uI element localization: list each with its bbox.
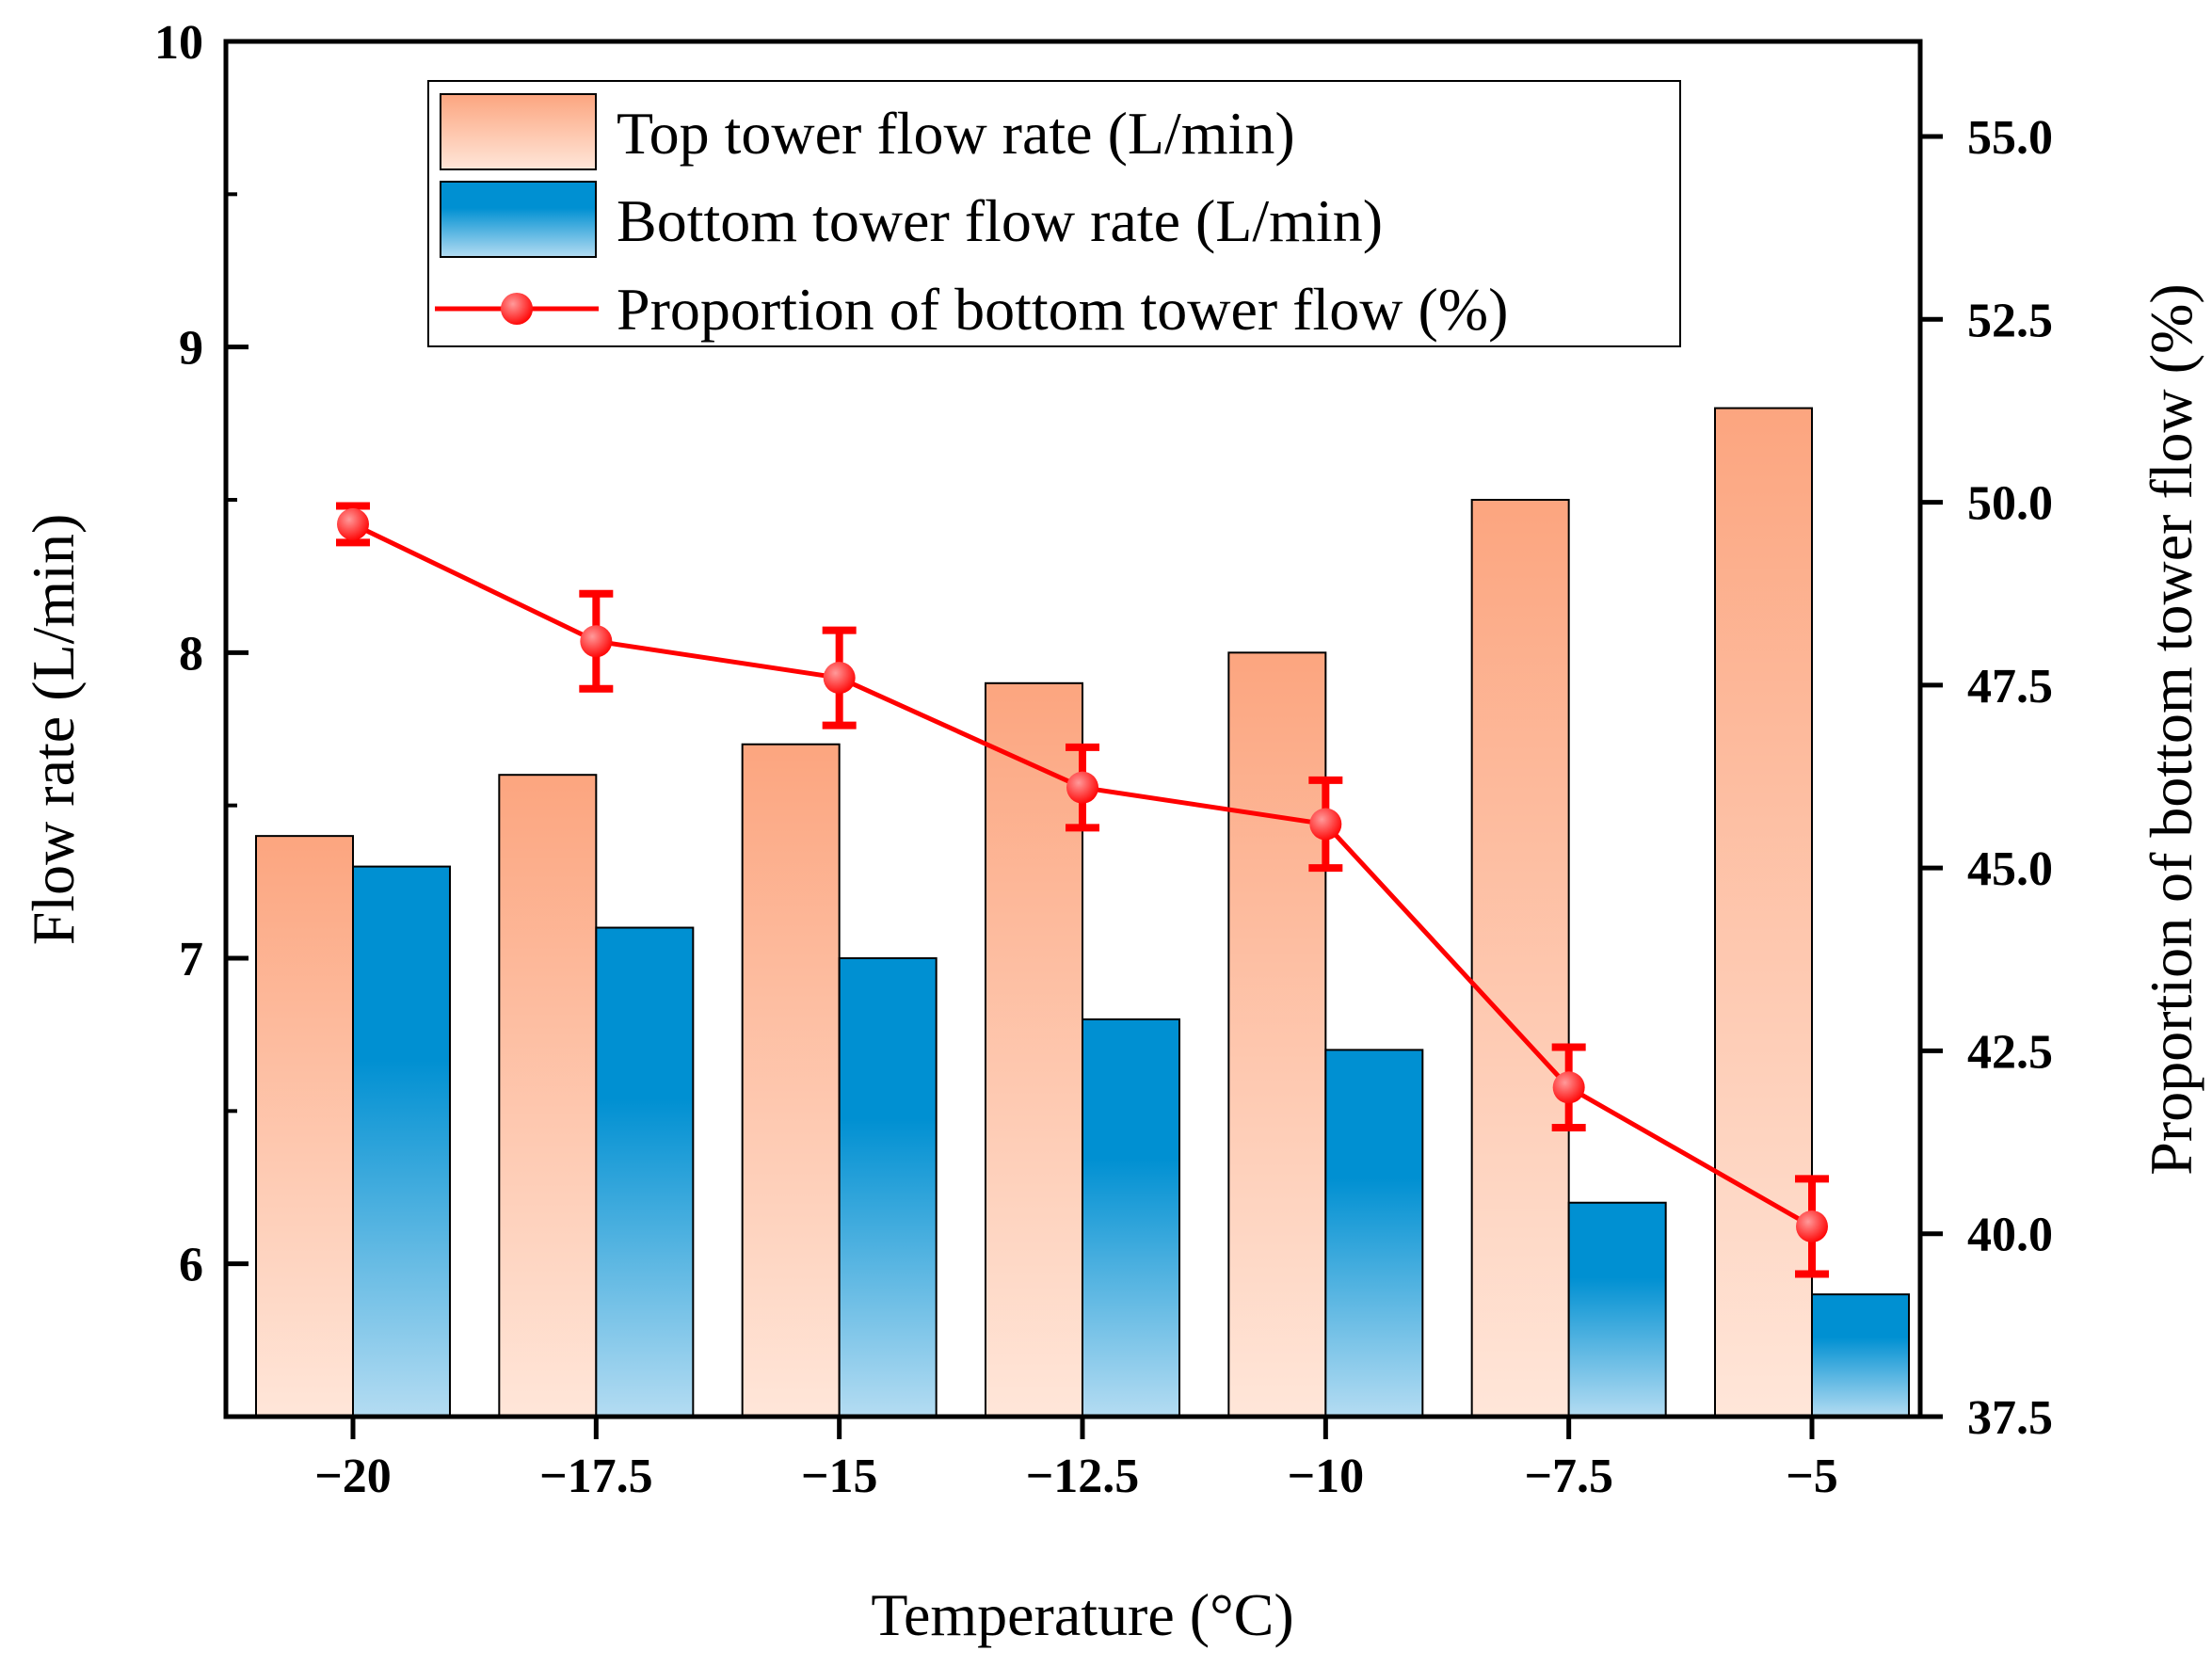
- left-tick-label: 8: [179, 627, 203, 681]
- right-tick-label: 40.0: [1967, 1209, 2053, 1262]
- left-y-axis: 6 7 8 9 10: [154, 16, 248, 1419]
- proportion-point: [337, 507, 369, 540]
- legend: Top tower flow rate (L/min) Bottom tower…: [427, 80, 1681, 347]
- right-tick-label: 50.0: [1967, 477, 2053, 531]
- legend-label-top-tower: Top tower flow rate (L/min): [617, 100, 1295, 167]
- right-tick-label: 37.5: [1967, 1391, 2053, 1445]
- x-tick-label: −17.5: [539, 1450, 653, 1503]
- proportion-point: [1796, 1210, 1828, 1242]
- bar-top-tower: [1470, 499, 1570, 1418]
- bar-bottom-tower: [595, 926, 695, 1418]
- y-axis-title: Flow rate (L/min): [20, 514, 87, 946]
- bar-top-tower: [1227, 651, 1327, 1418]
- bar-bottom-tower: [1082, 1018, 1180, 1419]
- proportion-line-layer: [336, 502, 1829, 1278]
- right-y-axis: 37.5 40.0 42.5 45.0 47.5 50.0 52.5 55.0: [1920, 111, 2053, 1445]
- proportion-point: [1066, 771, 1098, 804]
- plot-frame: [223, 39, 1923, 1419]
- right-tick-label: 47.5: [1967, 660, 2053, 713]
- bar-bottom-tower: [1324, 1049, 1424, 1419]
- bars-layer: [255, 407, 1910, 1419]
- legend-swatch-bottom-tower: [440, 181, 597, 258]
- bar-top-tower: [255, 835, 354, 1418]
- proportion-point: [580, 625, 613, 658]
- x-tick-label: −10: [1288, 1450, 1365, 1503]
- left-tick-label: 6: [179, 1239, 203, 1292]
- bar-top-tower: [498, 774, 598, 1418]
- proportion-point: [823, 662, 856, 695]
- x-axis: −20 −17.5 −15 −12.5 −10 −7.5 −5: [314, 1417, 1838, 1503]
- legend-marker-proportion: [501, 293, 533, 325]
- legend-label-proportion: Proportion of bottom tower flow (%): [617, 276, 1508, 343]
- legend-box: [427, 80, 1681, 347]
- proportion-point: [1309, 808, 1342, 841]
- x-tick-label: −7.5: [1524, 1450, 1613, 1503]
- bar-top-tower: [985, 681, 1083, 1418]
- x-tick-label: −20: [314, 1450, 392, 1503]
- bar-bottom-tower: [1811, 1293, 1910, 1418]
- y2-axis-title: Proportion of bottom tower flow (%): [2138, 283, 2204, 1175]
- bar-bottom-tower: [1567, 1201, 1667, 1418]
- legend-swatch-top-tower: [440, 93, 597, 170]
- x-tick-label: −12.5: [1026, 1450, 1140, 1503]
- x-tick-label: −15: [801, 1450, 878, 1503]
- proportion-point: [1552, 1071, 1585, 1104]
- right-tick-label: 45.0: [1967, 842, 2053, 896]
- x-tick-label: −5: [1786, 1450, 1838, 1503]
- x-axis-title: Temperature (°C): [871, 1581, 1293, 1648]
- left-tick-label: 10: [154, 16, 203, 70]
- left-tick-label: 9: [179, 322, 203, 376]
- bar-bottom-tower: [838, 957, 938, 1418]
- legend-label-bottom-tower: Bottom tower flow rate (L/min): [617, 187, 1383, 254]
- left-tick-label: 7: [179, 933, 203, 986]
- right-tick-label: 42.5: [1967, 1025, 2053, 1079]
- right-tick-label: 55.0: [1967, 111, 2053, 165]
- bar-top-tower: [741, 743, 841, 1418]
- bar-bottom-tower: [352, 865, 451, 1418]
- bar-top-tower: [1714, 407, 1813, 1419]
- right-tick-label: 52.5: [1967, 294, 2053, 347]
